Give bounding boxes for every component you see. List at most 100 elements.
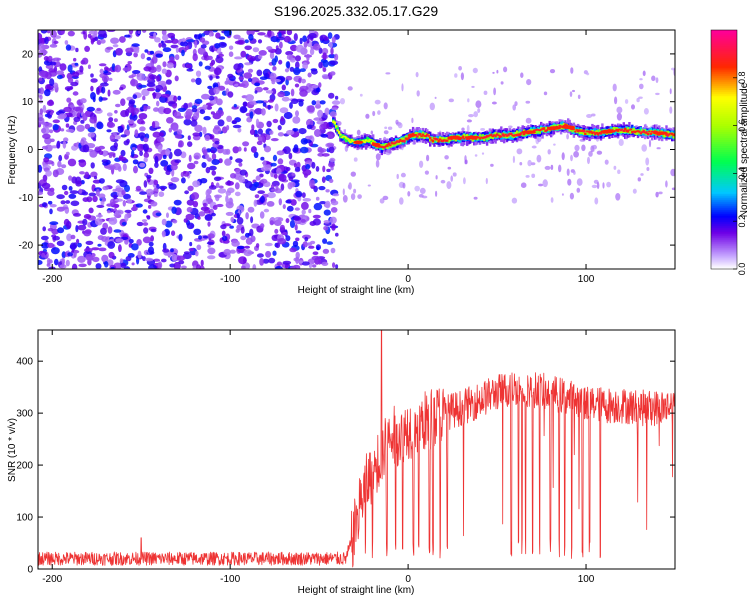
heatmap-cell <box>527 159 532 167</box>
heatmap-ridge-cell <box>485 134 489 138</box>
heatmap-cell <box>98 193 106 199</box>
heatmap-ridge-cell <box>433 137 436 140</box>
heatmap-cell <box>203 30 211 36</box>
heatmap-cell <box>472 67 478 74</box>
heatmap-cell <box>569 91 573 97</box>
colorbar-band <box>711 205 737 208</box>
heatmap-cell <box>157 261 163 269</box>
heatmap-cell <box>175 46 179 54</box>
heatmap-ridge-cell <box>648 131 651 135</box>
heatmap-cell <box>233 63 242 71</box>
heatmap-cell <box>87 132 96 138</box>
heatmap-cell <box>149 50 155 55</box>
heatmap-cell <box>180 151 187 159</box>
heatmap-ridge-cell <box>417 134 420 139</box>
colorbar-band <box>711 203 737 206</box>
heatmap-cell <box>419 160 424 168</box>
heatmap-ridge-cell <box>618 129 621 133</box>
heatmap-cell <box>161 93 170 98</box>
heatmap-cell <box>107 210 111 214</box>
heatmap-cell <box>127 61 133 65</box>
heatmap-cell <box>193 160 199 165</box>
heatmap-cell <box>271 88 277 95</box>
heatmap-ridge-cell <box>619 129 623 132</box>
heatmap-cell <box>334 53 339 61</box>
heatmap-cell <box>257 190 266 195</box>
heatmap-cell <box>370 130 373 135</box>
heatmap-cell <box>302 241 308 248</box>
heatmap-cell <box>289 247 297 253</box>
snr-y-tick-label: 400 <box>16 357 33 368</box>
heatmap-cell <box>143 227 149 234</box>
heatmap-cell <box>350 171 356 177</box>
heatmap-cell <box>195 70 202 77</box>
heatmap-ridge-cell <box>669 132 672 135</box>
colorbar-frame <box>710 29 738 270</box>
heatmap-cell <box>75 47 79 53</box>
heatmap-cell <box>372 110 376 117</box>
heatmap-cell <box>198 61 203 67</box>
heatmap-cell <box>286 30 293 36</box>
heatmap-cell <box>471 85 475 88</box>
heatmap-cell <box>238 76 244 81</box>
heatmap-cell <box>170 177 180 183</box>
heatmap-cell <box>658 191 663 195</box>
heatmap-cell <box>102 150 107 157</box>
heatmap-cell <box>153 187 159 195</box>
heatmap-cell <box>90 162 95 169</box>
heatmap-cell <box>321 153 330 157</box>
heatmap-cell <box>214 43 221 49</box>
heatmap-cell <box>201 93 210 100</box>
heatmap-cell <box>196 264 202 269</box>
heatmap-cell <box>247 206 255 213</box>
heatmap-cell <box>202 104 208 111</box>
heatmap-ridge-cell <box>335 125 338 128</box>
heatmap-ridge-cell <box>514 134 517 137</box>
heatmap-cell <box>221 235 228 242</box>
heatmap-cell <box>321 47 329 55</box>
heatmap-cell <box>247 68 254 73</box>
heatmap-ridge-cell <box>625 129 628 133</box>
heatmap-cell <box>254 133 260 138</box>
heatmap-cell <box>237 146 242 152</box>
heatmap-cell <box>45 71 52 80</box>
heatmap-cell <box>142 222 149 226</box>
heatmap-cell <box>264 164 272 171</box>
heatmap-cell <box>329 216 337 224</box>
heatmap-cell <box>158 132 165 137</box>
heatmap-cell <box>58 113 67 119</box>
heatmap-cell <box>199 37 206 43</box>
heatmap-cell <box>107 226 113 234</box>
heatmap-cell <box>143 152 149 159</box>
heatmap-cell <box>121 221 127 226</box>
heatmap-cell <box>295 61 300 69</box>
heatmap-cell <box>203 202 207 207</box>
heatmap-cell <box>473 196 478 200</box>
heatmap-cell <box>276 38 280 43</box>
heatmap-cell <box>402 182 406 189</box>
heatmap-cell <box>236 245 245 250</box>
heatmap-cell <box>450 175 454 182</box>
heatmap-cell <box>315 166 320 172</box>
heatmap-ridge-peak <box>600 129 615 134</box>
heatmap-ridge-cell <box>598 129 601 135</box>
heatmap-cell <box>536 154 542 163</box>
heatmap-cell <box>166 212 169 218</box>
heatmap-cell <box>133 47 140 54</box>
heatmap-cell <box>311 161 316 169</box>
heatmap-cell <box>520 182 527 188</box>
heatmap-cell <box>101 159 109 163</box>
heatmap-cell <box>146 174 152 179</box>
heatmap-ridge-cell <box>430 136 433 141</box>
colorbar-band <box>711 79 737 83</box>
heatmap-cell <box>146 215 151 219</box>
heatmap-cell <box>207 244 211 248</box>
heatmap-ridge-cell <box>466 137 469 140</box>
heatmap-cell <box>158 191 165 197</box>
heatmap-cell <box>315 196 320 201</box>
heatmap-cell <box>106 112 113 117</box>
heatmap-cell <box>192 53 198 62</box>
heatmap-cell <box>148 204 152 209</box>
heatmap-cell <box>577 94 581 100</box>
heatmap-cell <box>335 264 339 269</box>
